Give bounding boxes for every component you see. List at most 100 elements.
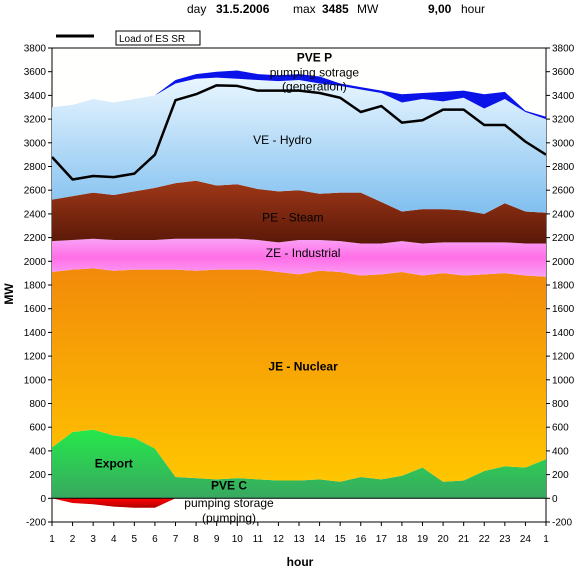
- y-tick-label-right: 3600: [552, 67, 575, 78]
- y-tick-label-left: 1600: [24, 304, 47, 315]
- header-day-label: day: [187, 2, 207, 16]
- y-tick-label-right: 2600: [552, 186, 575, 197]
- y-tick-label-left: 2600: [24, 186, 47, 197]
- y-tick-label-right: 1600: [552, 304, 575, 315]
- steam-area: [52, 180, 546, 244]
- y-tick-label-left: 800: [29, 399, 46, 410]
- industrial-label: ZE - Industrial: [266, 246, 341, 260]
- y-tick-label-left: 1000: [24, 375, 47, 386]
- y-tick-label-right: 2400: [552, 209, 575, 220]
- x-tick-label: 12: [273, 534, 285, 545]
- y-tick-label-right: 2200: [552, 233, 575, 244]
- pvep-title-label: PVE P: [297, 51, 332, 65]
- y-tick-label-left: 2000: [24, 257, 47, 268]
- x-tick-label: 4: [111, 534, 117, 545]
- hydro-label: VE - Hydro: [253, 133, 312, 147]
- y-tick-label-right: 200: [552, 470, 569, 481]
- y-tick-label-right: 3400: [552, 91, 575, 102]
- x-tick-label: 18: [396, 534, 408, 545]
- y-axis-title: MW: [2, 283, 16, 305]
- steam-label: PE - Steam: [262, 211, 323, 225]
- y-tick-label-right: 1200: [552, 352, 575, 363]
- nuclear-area: [52, 268, 546, 482]
- y-tick-label-right: 3800: [552, 44, 575, 55]
- x-tick-label: 16: [355, 534, 367, 545]
- pvep-line2-label: (generation): [282, 80, 347, 94]
- legend: Load of ES SR: [56, 30, 201, 46]
- y-tick-label-right: 3000: [552, 138, 575, 149]
- load-line-group: [51, 84, 547, 181]
- y-tick-label-right: 600: [552, 423, 569, 434]
- y-tick-label-right: 3200: [552, 115, 575, 126]
- y-tick-label-right: -200: [552, 518, 572, 529]
- header-hour-number: 9,00: [428, 2, 452, 16]
- x-tick-label: 15: [335, 534, 347, 545]
- y-tick-label-left: 1800: [24, 281, 47, 292]
- x-tick-label: 10: [232, 534, 244, 545]
- header-max-label: max: [293, 2, 316, 16]
- y-tick-label-left: 1200: [24, 352, 47, 363]
- header-date: 31.5.2006: [216, 2, 269, 16]
- x-tick-label: 5: [132, 534, 138, 545]
- header-max-unit: MW: [357, 2, 379, 16]
- load-series-line: [51, 84, 547, 181]
- y-tick-label-left: 3000: [24, 138, 47, 149]
- header-max-value: 3485: [322, 2, 349, 16]
- export-label: Export: [95, 457, 133, 471]
- y-tick-label-left: 600: [29, 423, 46, 434]
- legend-box: [115, 30, 201, 46]
- pvec-line2-label: (pumping): [202, 511, 256, 525]
- x-tick-label: 11: [253, 534, 264, 545]
- y-tick-label-left: 3200: [24, 115, 47, 126]
- axes: -200 -200 0 0 200 200 400 400 600 600 800 800 1000 10…: [24, 44, 575, 546]
- x-tick-label: 8: [193, 534, 199, 545]
- x-tick-label: 14: [314, 534, 326, 545]
- pvec-title-label: PVE C: [211, 478, 247, 492]
- x-tick-label: 2: [70, 534, 76, 545]
- y-tick-label-left: 3600: [24, 67, 47, 78]
- y-tick-label-right: 800: [552, 399, 569, 410]
- x-tick-label: 3: [90, 534, 96, 545]
- y-tick-label-left: 2200: [24, 233, 47, 244]
- stacked-areas: [52, 70, 546, 508]
- x-tick-label: 23: [499, 534, 511, 545]
- pvep-line1-label: pumping sotrage: [270, 65, 360, 79]
- x-tick-label: 21: [458, 534, 470, 545]
- y-tick-label-right: 0: [552, 494, 558, 505]
- x-tick-label: 24: [520, 534, 532, 545]
- y-tick-label-left: 3400: [24, 91, 47, 102]
- y-tick-label-right: 2800: [552, 162, 575, 173]
- x-tick-label: 17: [376, 534, 388, 545]
- x-tick-label: 6: [152, 534, 158, 545]
- pvec-line1-label: pumping storage: [184, 496, 274, 510]
- x-tick-label: 1: [49, 534, 55, 545]
- y-tick-label-left: 2400: [24, 209, 47, 220]
- x-tick-label: 22: [479, 534, 491, 545]
- y-tick-label-right: 1000: [552, 375, 575, 386]
- y-tick-label-left: 1400: [24, 328, 47, 339]
- hydro-area: [52, 77, 546, 214]
- y-tick-label-left: -200: [26, 518, 46, 529]
- y-tick-label-right: 1800: [552, 281, 575, 292]
- x-tick-label: 1: [543, 534, 549, 545]
- y-tick-label-right: 1400: [552, 328, 575, 339]
- y-tick-label-left: 400: [29, 446, 46, 457]
- y-tick-label-left: 200: [29, 470, 46, 481]
- legend-label: Load of ES SR: [119, 34, 185, 45]
- nuclear-label: JE - Nuclear: [268, 359, 338, 373]
- header-max-number: 3485: [322, 2, 349, 16]
- pumped-generation-area: [52, 70, 546, 120]
- y-tick-label-left: 3800: [24, 44, 47, 55]
- header-hour-label: hour: [461, 2, 486, 16]
- header-hour-value: 9,00: [428, 2, 451, 16]
- x-tick-label: 20: [438, 534, 450, 545]
- industrial-area: [52, 238, 546, 277]
- header-date-value: 31.5.2006: [216, 2, 270, 16]
- y-tick-label-right: 2000: [552, 257, 575, 268]
- y-tick-label-right: 400: [552, 446, 569, 457]
- y-tick-label-left: 0: [40, 494, 46, 505]
- x-axis-title: hour: [287, 555, 314, 569]
- x-tick-label: 7: [173, 534, 179, 545]
